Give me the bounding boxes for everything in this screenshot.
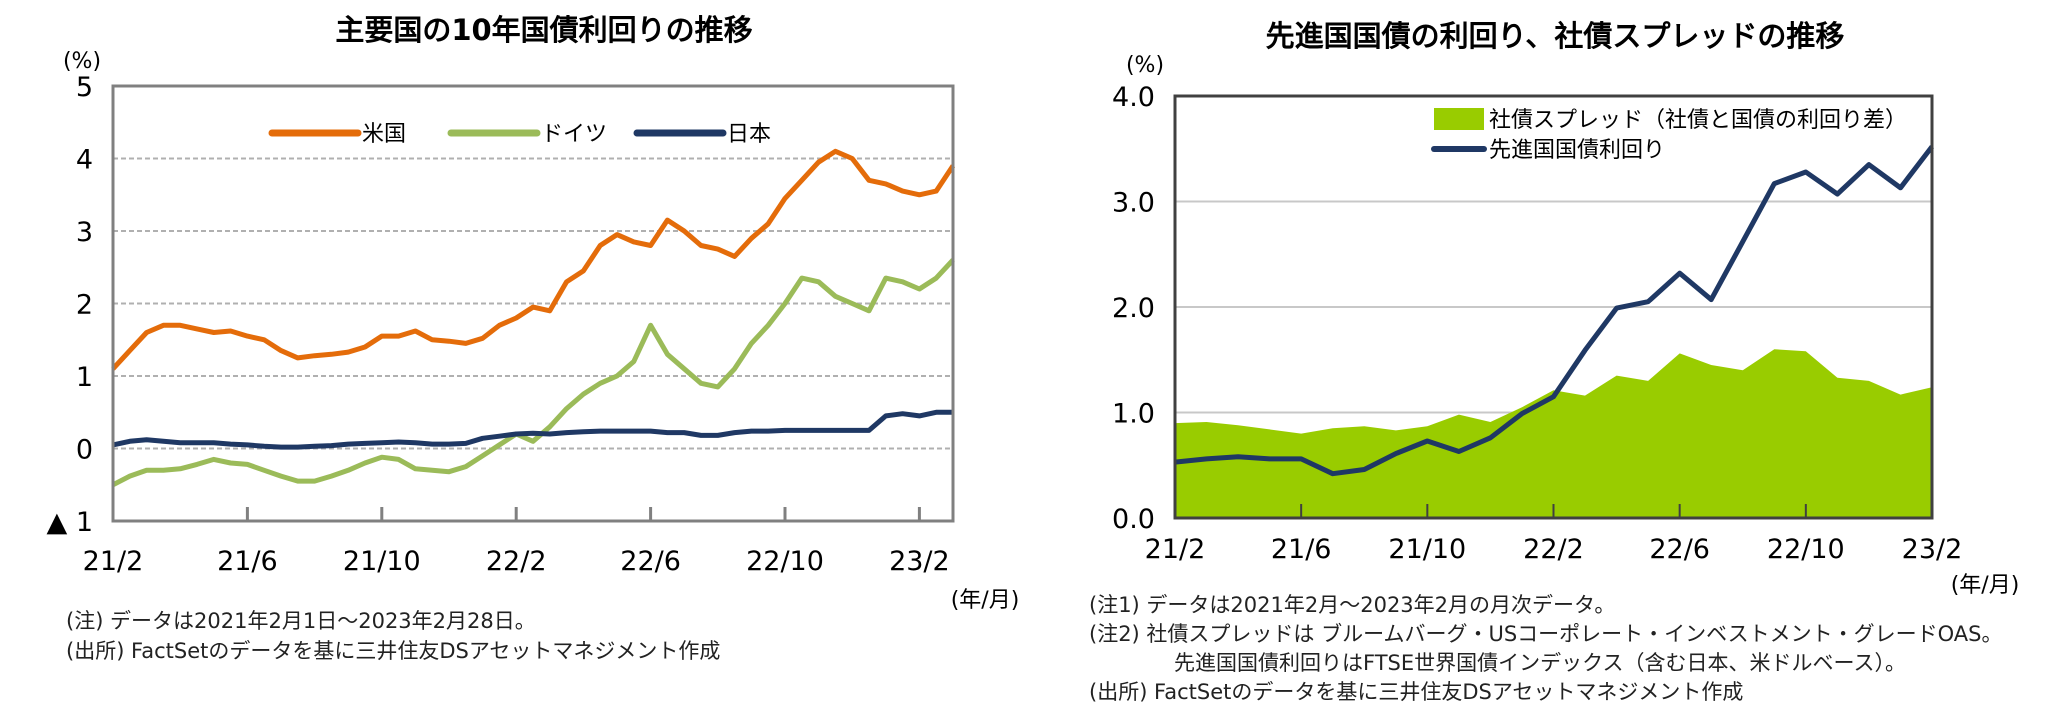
y-tick-label: 1.0 (1112, 399, 1155, 430)
x-tick-label: 21/10 (343, 546, 421, 577)
y-tick-label: 0 (76, 435, 93, 466)
right-note-2-cont: 先進国国債利回りはFTSE世界国債インデックス（含む日本、米ドルベース）。 (1174, 651, 1906, 675)
x-tick-label: 22/2 (486, 546, 547, 577)
y-tick-label: ▲ 1 (46, 507, 93, 538)
left-y-unit: (%) (63, 49, 101, 74)
y-tick-label: 5 (76, 72, 93, 103)
y-tick-label: 0.0 (1112, 504, 1155, 535)
legend-label: ドイツ (541, 122, 607, 147)
x-tick-label: 22/10 (746, 546, 824, 577)
left-note-source: (出所) FactSetのデータを基に三井住友DSアセットマネジメント作成 (66, 639, 720, 663)
legend-label: 日本 (727, 122, 771, 147)
series-line-米国 (111, 148, 956, 371)
x-tick-label: 21/10 (1388, 534, 1466, 565)
series-line-日本 (112, 409, 953, 450)
y-tick-label: 4 (76, 145, 93, 176)
right-note-2: (注2) 社債スプレッドは ブルームバーグ・USコーポレート・インベストメント・… (1089, 622, 2002, 646)
legend-label: 先進国国債利回り (1489, 138, 1665, 163)
x-tick-label: 21/2 (1145, 534, 1206, 565)
right-note-source: (出所) FactSetのデータを基に三井住友DSアセットマネジメント作成 (1089, 680, 1743, 704)
legend-swatch-area (1434, 108, 1484, 130)
left-chart-title: 主要国の10年国債利回りの推移 (335, 13, 752, 47)
right-note-1: (注1) データは2021年2月～2023年2月の月次データ。 (1089, 593, 1615, 617)
x-tick-label: 22/2 (1523, 534, 1584, 565)
x-tick-label: 23/2 (1902, 534, 1963, 565)
x-tick-label: 21/6 (1271, 534, 1332, 565)
spread-area (1175, 349, 1932, 518)
y-tick-label: 2 (76, 290, 93, 321)
x-tick-label: 22/10 (1767, 534, 1845, 565)
legend-label: 社債スプレッド（社債と国債の利回り差） (1489, 108, 1907, 133)
right-chart-title: 先進国国債の利回り、社債スプレッドの推移 (1266, 19, 1845, 53)
left-note-1: (注) データは2021年2月1日～2023年2月28日。 (66, 609, 536, 633)
x-tick-label: 22/6 (1649, 534, 1710, 565)
x-tick-label: 21/2 (83, 546, 144, 577)
left-plot-frame (111, 84, 955, 523)
y-tick-label: 3.0 (1112, 188, 1155, 219)
x-tick-label: 22/6 (620, 546, 681, 577)
left-x-unit: (年/月) (951, 588, 1020, 613)
x-tick-label: 21/6 (217, 546, 278, 577)
y-tick-label: 2.0 (1112, 293, 1155, 324)
left-chart: 主要国の10年国債利回りの推移 (%) 5 4 3 2 1 0 ▲ 1 21/2 21/6 21… (46, 13, 1019, 663)
right-y-unit: (%) (1126, 53, 1164, 78)
y-tick-label: 4.0 (1112, 82, 1155, 113)
legend-label: 米国 (362, 122, 406, 147)
yield-line (1174, 145, 1934, 477)
y-tick-label: 1 (76, 362, 93, 393)
x-tick-label: 23/2 (889, 546, 950, 577)
series-line-ドイツ (111, 258, 955, 488)
right-chart: 先進国国債の利回り、社債スプレッドの推移 (%) 4.0 3.0 2.0 1.0 0.0… (1089, 19, 2019, 704)
right-x-unit: (年/月) (1951, 573, 2020, 598)
y-tick-label: 3 (76, 217, 93, 248)
